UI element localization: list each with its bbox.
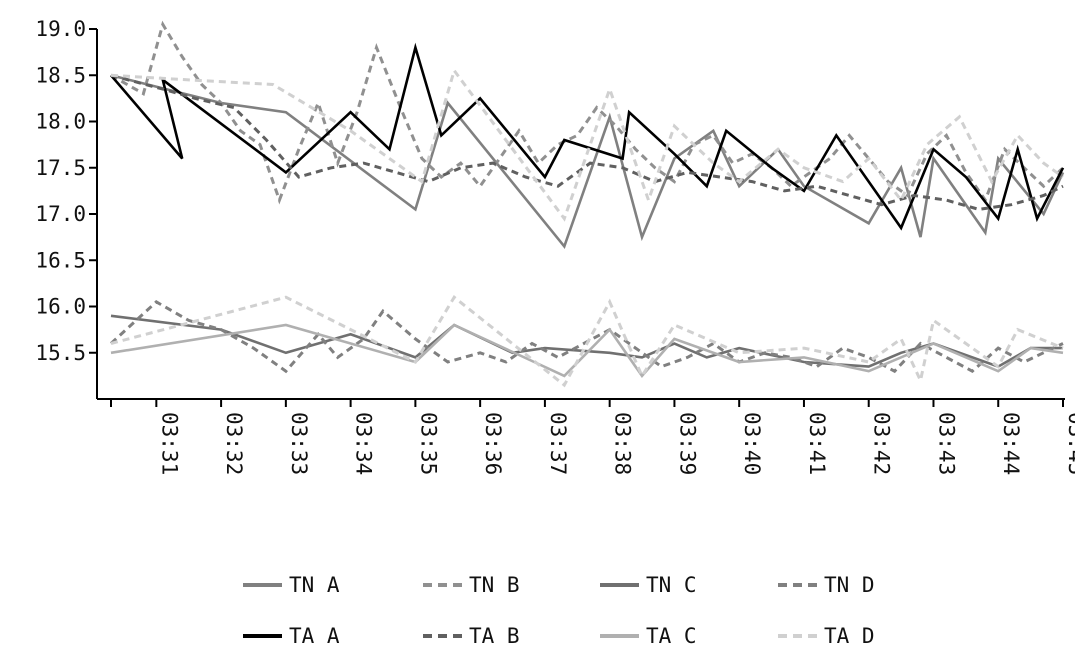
x-tick-label: 03:43: [934, 412, 958, 475]
legend-label: TA D: [824, 624, 875, 648]
series-line-ta-b-5: [110, 73, 1064, 211]
x-tick-label: 03:36: [481, 412, 505, 475]
x-tick-label: 03:38: [611, 412, 635, 475]
plot-lines: [109, 20, 1065, 388]
x-tick-label: 03:42: [870, 412, 894, 475]
legend-label: TN B: [469, 573, 520, 597]
legend-label: TN A: [289, 573, 340, 597]
x-tick-label: 03:35: [416, 412, 440, 475]
legend-label: TN D: [824, 573, 875, 597]
x-tick-label: 03:39: [675, 412, 699, 475]
y-tick-label: 18.0: [35, 110, 86, 134]
y-tick-label: 16.5: [35, 248, 86, 272]
y-tick-label: 16.0: [35, 295, 86, 319]
x-tick-label: 03:33: [287, 412, 311, 475]
y-tick-label: 15.5: [35, 341, 86, 365]
x-tick-label: 03:37: [546, 412, 570, 475]
series-line-ta-a-4: [110, 42, 1065, 231]
series-line-ta-d-8: [110, 294, 1064, 388]
x-tick-label: 03:34: [352, 412, 376, 475]
legend: TN A TN B TN C TN D TA A TA B TA C TA D: [243, 573, 875, 648]
legend-label: TA C: [646, 624, 697, 648]
x-ticks: 03:31 03:32 03:33 03:34 03:35 03:36 03:37 03:38…: [110, 399, 1075, 475]
series-line-ta-d-7: [110, 67, 1064, 222]
x-tick-label: 03:44: [999, 412, 1023, 475]
series-line-tn-a-0: [110, 74, 1065, 250]
legend-label: TN C: [646, 573, 697, 597]
series-line-tn-d-3: [109, 300, 1064, 374]
y-tick-label: 19.0: [35, 17, 86, 41]
y-tick-label: 18.5: [35, 63, 86, 87]
y-tick-label: 17.5: [35, 156, 86, 180]
x-tick-label: 03:41: [805, 412, 829, 475]
x-tick-label: 03:32: [222, 412, 246, 475]
x-tick-label: 03:40: [740, 412, 764, 475]
x-tick-label: 03:31: [157, 412, 181, 475]
y-ticks: 19.0 18.5 18.0 17.5 17.0 16.5 16.0 15.5: [35, 17, 97, 365]
series-line-ta-c-6: [110, 323, 1064, 379]
legend-label: TA A: [289, 624, 340, 648]
y-tick-label: 17.0: [35, 202, 86, 226]
series-line-tn-b-1: [110, 20, 1065, 205]
x-tick-label: 03:45: [1064, 412, 1075, 475]
legend-label: TA B: [469, 624, 520, 648]
